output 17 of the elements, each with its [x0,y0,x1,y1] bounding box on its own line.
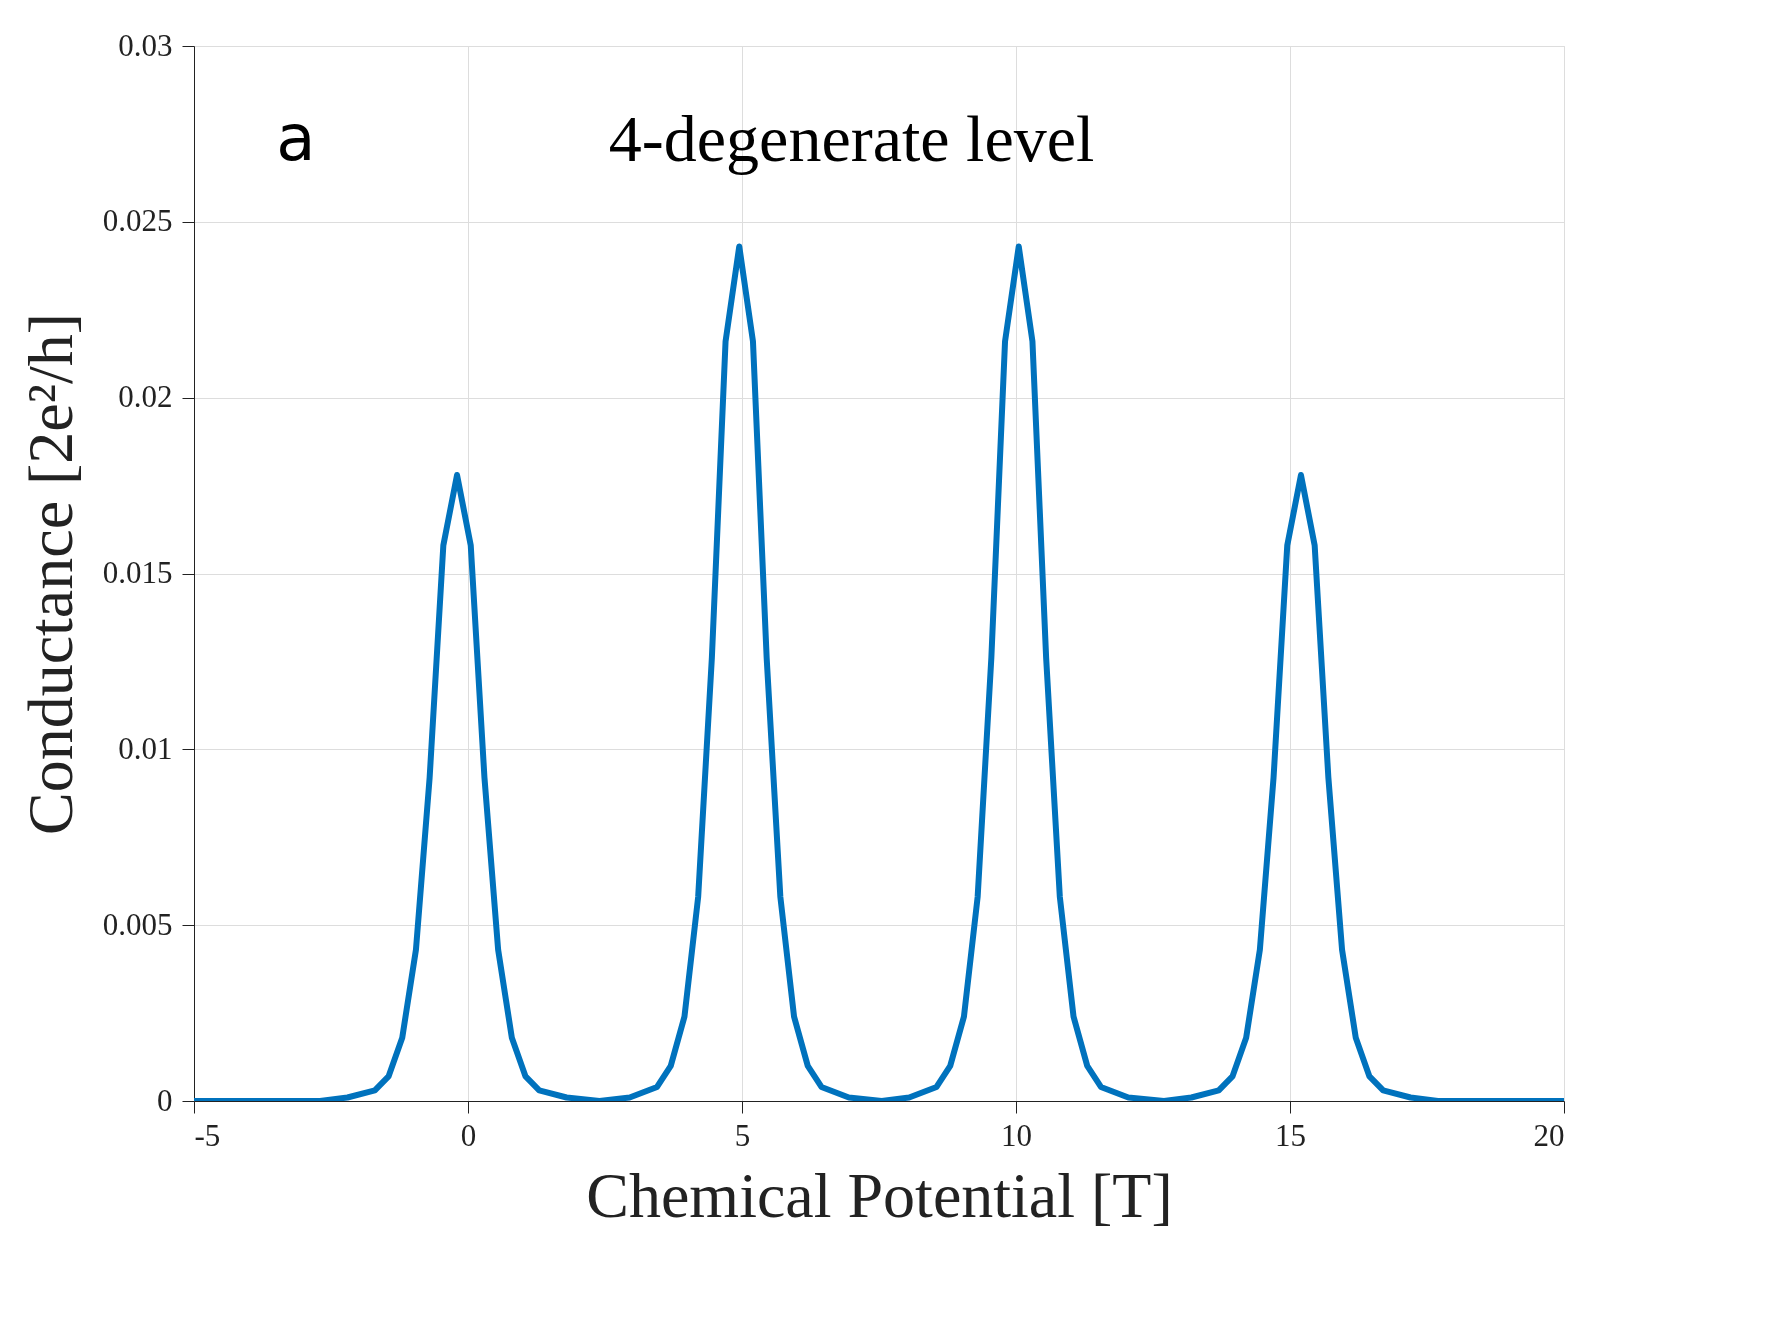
x-tick-label: 5 [734,1117,751,1153]
x-tick-label: 15 [1275,1117,1306,1153]
x-tick-label: 0 [460,1117,477,1153]
y-tick-label: 0.015 [102,555,173,590]
y-tick-label: 0.005 [102,906,173,942]
x-tick-label: 10 [1001,1117,1032,1153]
x-tick-label: 20 [1533,1117,1565,1153]
y-tick-label: 0.01 [118,730,173,766]
annotation: 4-degenerate level [608,101,1095,175]
annotation: a [276,100,316,175]
y-tick-label: 0 [157,1082,173,1118]
y-tick-label: 0.02 [118,379,173,415]
y-axis-title: Conductance [2e²/h] [14,312,86,836]
x-tick-label: -5 [194,1117,221,1153]
y-tick-label: 0.025 [102,203,173,239]
y-tick-label: 0.03 [118,27,173,63]
x-axis-title: Chemical Potential [T] [586,1159,1173,1231]
